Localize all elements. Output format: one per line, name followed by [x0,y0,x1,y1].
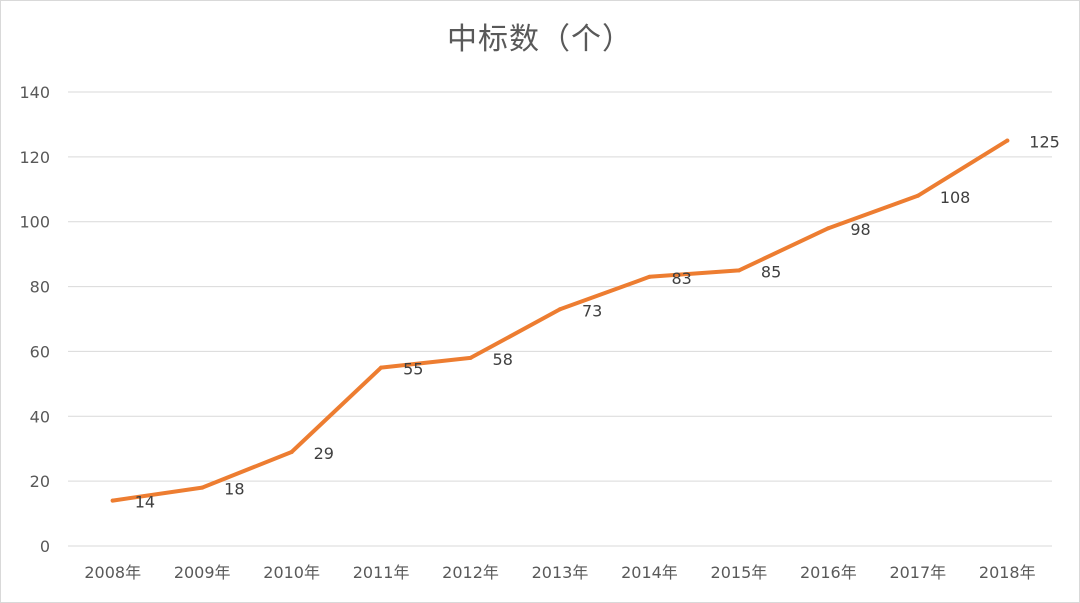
x-tick-label: 2010年 [263,563,320,582]
data-point [1005,138,1010,143]
data-label: 73 [582,301,602,320]
data-point [647,274,652,279]
data-point [110,498,115,503]
x-tick-label: 2017年 [889,563,946,582]
data-labels: 14 18 29 55 58 73 83 85 98 108 125 [135,133,1060,512]
data-label: 29 [314,444,334,463]
x-tick-label: 2009年 [174,563,231,582]
x-tick-label: 2011年 [353,563,410,582]
data-point [289,449,294,454]
y-tick-label: 100 [19,213,50,232]
y-tick-label: 120 [19,148,50,167]
gridlines [68,91,1052,547]
data-label: 83 [671,269,691,288]
x-tick-label: 2014年 [621,563,678,582]
series-group [110,138,1010,503]
y-tick-label: 20 [30,472,50,491]
x-axis-ticks: 2008年 2009年 2010年 2011年 2012年 2013年 2014年 2015年… [84,563,1035,582]
data-label: 108 [940,188,971,207]
x-tick-label: 2018年 [979,563,1036,582]
data-label: 14 [135,493,155,512]
data-label: 58 [493,350,513,369]
y-tick-label: 140 [19,83,50,102]
data-label: 55 [403,360,423,379]
y-tick-label: 60 [30,342,50,361]
y-tick-label: 0 [40,537,50,556]
x-tick-label: 2012年 [442,563,499,582]
series-line [110,138,1010,503]
data-point [468,355,473,360]
data-label: 98 [850,220,870,239]
data-label: 125 [1029,133,1060,152]
data-label: 85 [761,262,781,281]
data-point [200,485,205,490]
data-point [558,307,562,312]
y-tick-label: 80 [30,278,50,297]
y-tick-label: 40 [30,407,50,426]
x-tick-label: 2008年 [84,563,141,582]
x-tick-label: 2013年 [532,563,589,582]
data-point [915,193,920,198]
chart-title: 中标数（个） [447,22,633,57]
data-point [826,226,831,231]
data-label: 18 [224,480,244,499]
data-point [379,365,384,370]
x-tick-label: 2015年 [711,563,768,582]
x-tick-label: 2016年 [800,563,857,582]
y-axis-ticks: 0 20 40 60 80 100 120 140 [19,83,50,556]
data-point [736,268,741,273]
